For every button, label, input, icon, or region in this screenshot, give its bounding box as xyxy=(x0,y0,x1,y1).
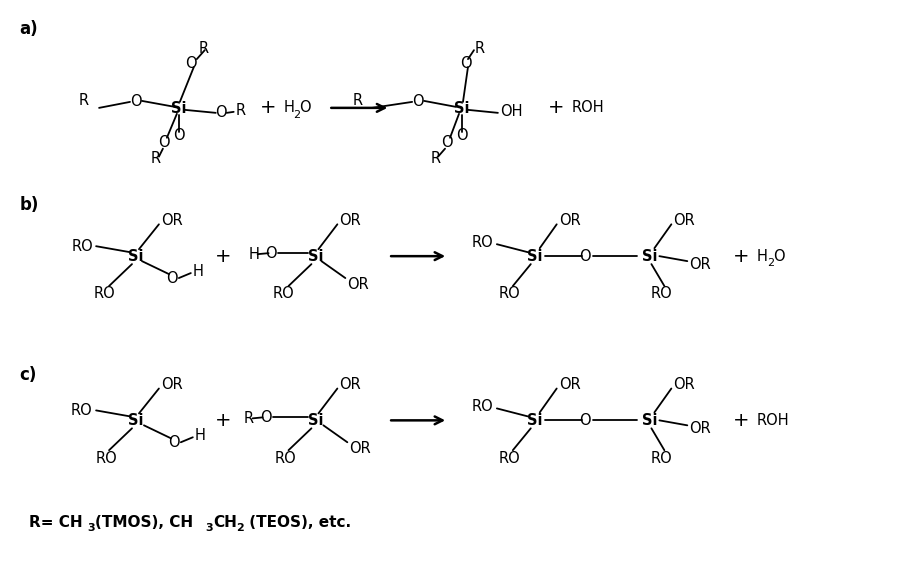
Text: O: O xyxy=(158,135,170,150)
Text: 3: 3 xyxy=(87,523,94,533)
Text: O: O xyxy=(460,56,471,71)
Text: OR: OR xyxy=(160,213,182,228)
Text: R= CH: R= CH xyxy=(29,516,83,530)
Text: Si: Si xyxy=(171,101,186,116)
Text: 2: 2 xyxy=(767,258,774,268)
Text: Si: Si xyxy=(128,413,144,428)
Text: OR: OR xyxy=(673,213,695,228)
Text: OR: OR xyxy=(690,421,711,436)
Text: ROH: ROH xyxy=(571,100,604,115)
Text: H: H xyxy=(757,249,768,264)
Text: OR: OR xyxy=(348,276,369,291)
Text: O: O xyxy=(215,105,226,120)
Text: O: O xyxy=(185,56,196,71)
Text: RO: RO xyxy=(95,450,117,465)
Text: OR: OR xyxy=(558,377,580,392)
Text: R: R xyxy=(236,103,246,118)
Text: O: O xyxy=(413,94,424,109)
Text: Si: Si xyxy=(308,249,323,264)
Text: +: + xyxy=(260,98,277,118)
Text: R: R xyxy=(79,93,89,108)
Text: H: H xyxy=(249,247,260,262)
Text: O: O xyxy=(173,128,184,143)
Text: RO: RO xyxy=(72,238,94,253)
Text: OH: OH xyxy=(500,104,523,119)
Text: OR: OR xyxy=(690,257,711,272)
Text: R: R xyxy=(352,93,362,108)
Text: O: O xyxy=(265,246,276,261)
Text: RO: RO xyxy=(650,450,672,465)
Text: O: O xyxy=(168,435,180,450)
Text: O: O xyxy=(579,413,591,428)
Text: RO: RO xyxy=(650,286,672,301)
Text: RO: RO xyxy=(471,399,493,414)
Text: O: O xyxy=(441,135,453,150)
Text: Si: Si xyxy=(642,249,657,264)
Text: RO: RO xyxy=(94,286,115,301)
Text: RO: RO xyxy=(272,286,294,301)
Text: Si: Si xyxy=(642,413,657,428)
Text: (TEOS), etc.: (TEOS), etc. xyxy=(244,516,351,530)
Text: +: + xyxy=(547,98,564,118)
Text: R: R xyxy=(475,41,485,56)
Text: H: H xyxy=(283,100,294,115)
Text: ROH: ROH xyxy=(757,413,790,428)
Text: O: O xyxy=(456,128,468,143)
Text: OR: OR xyxy=(339,377,361,392)
Text: H: H xyxy=(193,264,204,279)
Text: O: O xyxy=(260,410,271,425)
Text: +: + xyxy=(733,247,749,266)
Text: 2: 2 xyxy=(236,523,243,533)
Text: H: H xyxy=(194,428,205,443)
Text: OR: OR xyxy=(558,213,580,228)
Text: O: O xyxy=(166,271,178,286)
Text: RO: RO xyxy=(71,403,92,418)
Text: RO: RO xyxy=(471,235,493,250)
Text: c): c) xyxy=(19,366,37,384)
Text: OR: OR xyxy=(673,377,695,392)
Text: Si: Si xyxy=(308,413,323,428)
Text: RO: RO xyxy=(499,450,521,465)
Text: O: O xyxy=(579,249,591,264)
Text: Si: Si xyxy=(454,101,470,116)
Text: RO: RO xyxy=(275,450,296,465)
Text: a): a) xyxy=(19,20,38,38)
Text: +: + xyxy=(215,247,231,266)
Text: R: R xyxy=(199,41,209,56)
Text: RO: RO xyxy=(499,286,521,301)
Text: 2: 2 xyxy=(293,110,301,120)
Text: +: + xyxy=(733,411,749,430)
Text: R: R xyxy=(244,411,254,426)
Text: +: + xyxy=(215,411,231,430)
Text: OR: OR xyxy=(349,441,371,456)
Text: O: O xyxy=(130,94,142,109)
Text: R: R xyxy=(151,151,161,166)
Text: Si: Si xyxy=(527,413,543,428)
Text: Si: Si xyxy=(128,249,144,264)
Text: 3: 3 xyxy=(205,523,214,533)
Text: R: R xyxy=(431,151,441,166)
Text: (TMOS), CH: (TMOS), CH xyxy=(95,516,193,530)
Text: OR: OR xyxy=(339,213,361,228)
Text: O: O xyxy=(300,100,311,115)
Text: b): b) xyxy=(19,196,39,214)
Text: Si: Si xyxy=(527,249,543,264)
Text: O: O xyxy=(773,249,785,264)
Text: OR: OR xyxy=(160,377,182,392)
Text: CH: CH xyxy=(214,516,238,530)
